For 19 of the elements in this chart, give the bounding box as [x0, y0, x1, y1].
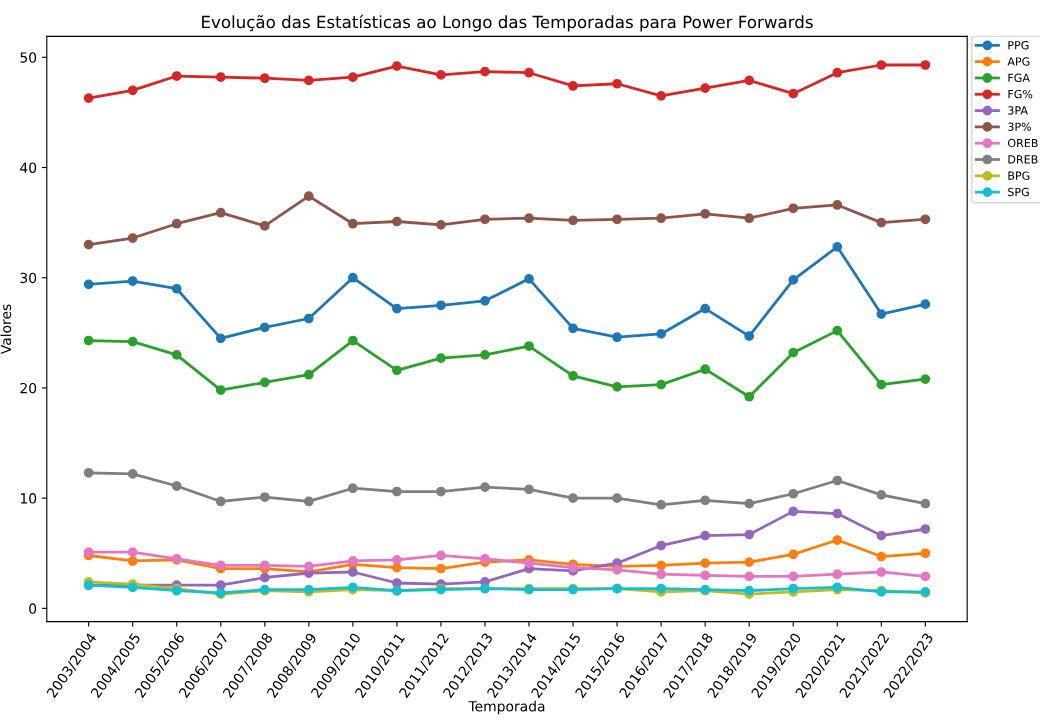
chart-title: Evolução das Estatísticas ao Longo das Temporadas para Power Forwards — [202, 14, 813, 32]
legend-label: OREB — [1007, 138, 1038, 148]
legend-label: FGA — [1008, 73, 1030, 83]
y-tick-label: 40 — [20, 162, 37, 173]
y-axis-title: Valores — [0, 304, 12, 355]
x-axis-title: Temporada — [468, 700, 545, 715]
legend-label: SPG — [1008, 187, 1029, 197]
y-tick-label: 30 — [20, 272, 37, 284]
legend-label: PPG — [1008, 40, 1029, 50]
legend-label: FG% — [1008, 89, 1033, 99]
legend-label: APG — [1007, 57, 1030, 66]
y-tick-label: 20 — [20, 382, 37, 394]
legend-label: 3PA — [1008, 106, 1028, 115]
legend-label: DREB — [1008, 155, 1038, 164]
legend-label: BPG — [1008, 171, 1030, 180]
legend-label: 3P% — [1008, 122, 1032, 131]
y-tick-label: 10 — [20, 493, 37, 504]
y-tick-label: 50 — [20, 52, 37, 63]
y-tick-label: 0 — [29, 603, 37, 614]
